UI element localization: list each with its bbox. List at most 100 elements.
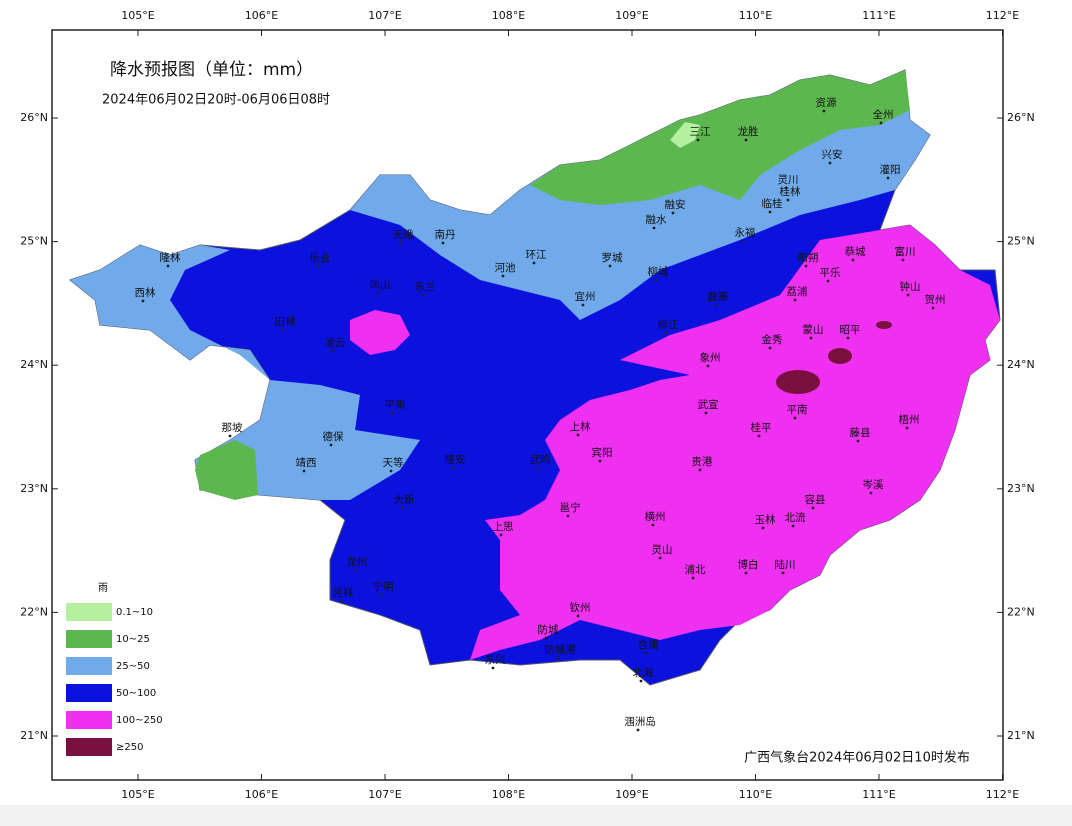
city-label: 大新	[394, 493, 415, 506]
city-label: 上思	[493, 521, 514, 533]
legend-title: 雨	[98, 583, 108, 594]
lat-label: 24°N	[1007, 358, 1035, 371]
region-25-50-west	[70, 245, 420, 500]
city-dot	[768, 346, 772, 350]
city-label: 防城港	[544, 643, 576, 656]
legend-label: 10~25	[116, 634, 150, 645]
legend-label: ≥250	[116, 742, 143, 753]
city-dot	[856, 439, 860, 443]
city-dot	[786, 198, 790, 202]
city-dot	[339, 599, 343, 603]
lon-label: 112°E	[986, 9, 1019, 22]
city-label: 东兰	[415, 280, 436, 293]
city-dot	[379, 593, 383, 597]
city-dot	[576, 614, 580, 618]
bottom-strip	[0, 805, 1072, 826]
region-10-25-west	[195, 440, 258, 500]
city-dot	[879, 121, 883, 125]
city-dot	[329, 443, 333, 447]
city-dot	[906, 293, 910, 297]
city-label: 合浦	[638, 638, 659, 651]
city-label: 桂平	[751, 421, 772, 434]
city-label: 西林	[135, 286, 156, 299]
city-dot	[744, 138, 748, 142]
city-label: 钟山	[900, 280, 921, 293]
city-label: 上林	[570, 420, 591, 433]
city-label: 武鸣	[530, 453, 551, 466]
city-label: 桂林	[780, 185, 801, 198]
city-label: 梧州	[899, 413, 920, 426]
city-dot	[556, 656, 560, 660]
city-label: 兴安	[822, 148, 843, 161]
lon-label: 106°E	[245, 788, 278, 801]
city-dot	[636, 728, 640, 732]
city-label: 天等	[383, 456, 404, 469]
city-dot	[566, 514, 570, 518]
legend-label: 25~50	[116, 661, 150, 672]
city-dot	[536, 466, 540, 470]
legend-swatch	[66, 603, 112, 621]
legend-swatch	[66, 657, 112, 675]
city-label: 东兴	[485, 653, 506, 666]
city-label: 金秀	[762, 333, 783, 346]
city-dot	[581, 303, 585, 307]
city-dot	[811, 506, 815, 510]
city-label: 浦北	[685, 563, 706, 576]
city-label: 融安	[665, 198, 686, 211]
city-dot	[658, 556, 662, 560]
city-label: 乐业	[310, 252, 331, 264]
city-dot	[544, 636, 548, 640]
region-0-10	[670, 122, 700, 148]
city-dot	[791, 524, 795, 528]
lat-label: 25°N	[20, 235, 48, 248]
lat-label: 25°N	[1007, 235, 1035, 248]
city-dot	[822, 109, 826, 113]
city-label: 玉林	[755, 513, 776, 526]
city-label: 富川	[895, 245, 916, 258]
city-label: 田林	[275, 315, 296, 328]
city-label: 宜州	[575, 290, 596, 303]
city-dot	[886, 176, 890, 180]
city-label: 资源	[816, 96, 837, 109]
legend-label: 50~100	[116, 688, 156, 699]
city-dot	[744, 571, 748, 575]
city-dot	[654, 278, 658, 282]
region-100-250-west	[350, 310, 410, 355]
city-label: 永福	[735, 226, 756, 239]
city-dot	[698, 468, 702, 472]
city-label: 凌云	[325, 336, 346, 349]
city-label: 荔浦	[787, 285, 808, 298]
city-label: 柳江	[658, 318, 679, 331]
city-label: 那坡	[222, 421, 243, 434]
city-dot	[671, 211, 675, 215]
city-dot	[826, 279, 830, 283]
city-label: 恭城	[845, 245, 866, 258]
city-label: 横州	[645, 510, 666, 523]
lat-label: 26°N	[1007, 111, 1035, 124]
city-dot	[761, 526, 765, 530]
lon-label: 110°E	[739, 788, 772, 801]
city-dot	[781, 571, 785, 575]
map-period: 2024年06月02日20时-06月06日08时	[102, 93, 330, 108]
lon-label: 110°E	[739, 9, 772, 22]
legend-swatch	[66, 711, 112, 729]
city-label: 环江	[526, 249, 547, 261]
city-label: 凤山	[370, 279, 391, 291]
city-label: 涠洲岛	[624, 715, 656, 728]
legend-swatch	[66, 738, 112, 756]
city-dot	[804, 264, 808, 268]
city-dot	[302, 469, 306, 473]
city-label: 灌阳	[880, 164, 901, 176]
city-label: 鹿寨	[708, 290, 729, 303]
city-label: 德保	[323, 430, 344, 443]
lon-label: 106°E	[245, 9, 278, 22]
legend-label: 0.1~10	[116, 607, 153, 618]
lon-label: 108°E	[492, 9, 525, 22]
city-label: 临桂	[762, 197, 783, 210]
city-dot	[793, 298, 797, 302]
city-label: 蒙山	[803, 323, 824, 336]
city-label: 平南	[787, 403, 808, 416]
city-dot	[166, 264, 170, 268]
city-dot	[664, 331, 668, 335]
